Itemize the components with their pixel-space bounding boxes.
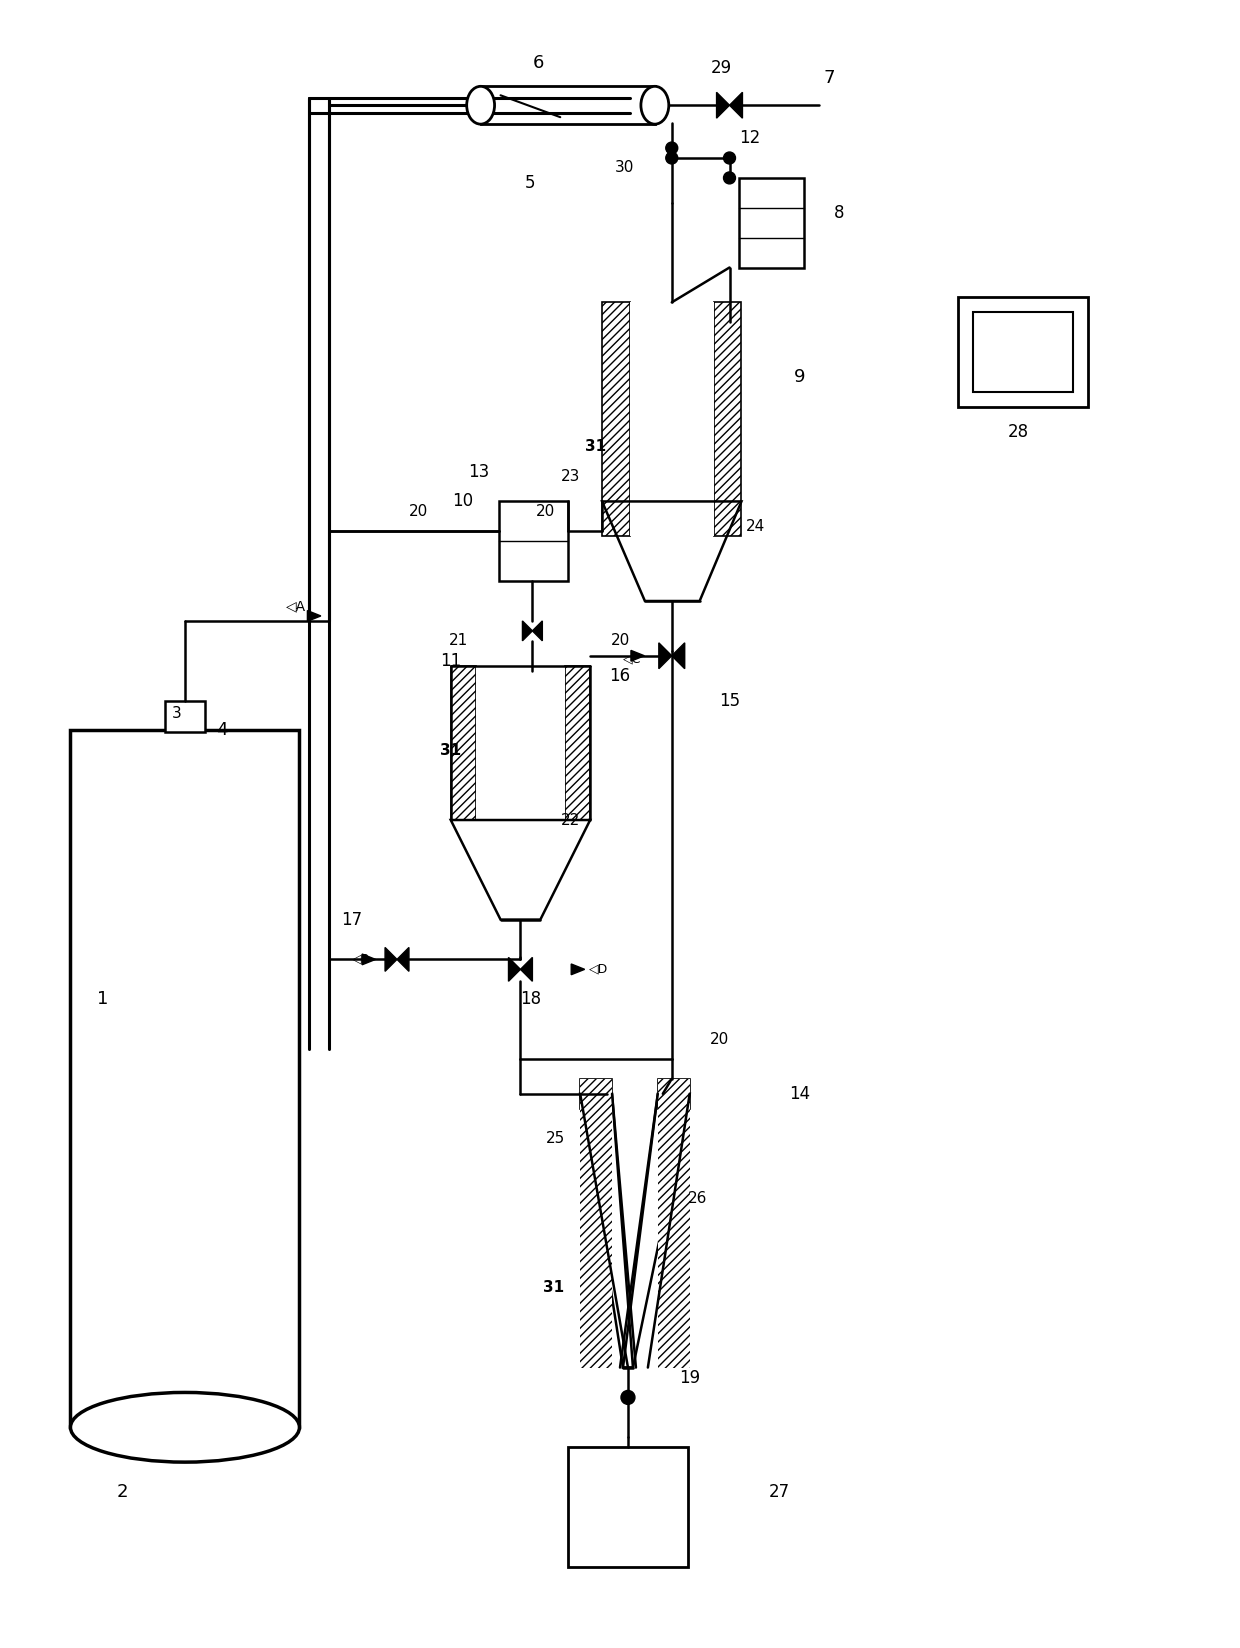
Bar bbox=[71, 730, 299, 1427]
Text: 26: 26 bbox=[688, 1192, 707, 1206]
Text: 6: 6 bbox=[533, 54, 544, 73]
Polygon shape bbox=[672, 643, 684, 669]
Polygon shape bbox=[658, 643, 672, 669]
Text: 20: 20 bbox=[409, 504, 429, 519]
Text: 16: 16 bbox=[609, 667, 631, 684]
Polygon shape bbox=[532, 621, 542, 641]
Bar bbox=[165, 700, 205, 732]
Text: 29: 29 bbox=[711, 59, 732, 77]
Polygon shape bbox=[631, 651, 645, 661]
Text: 8: 8 bbox=[833, 204, 844, 222]
Circle shape bbox=[723, 171, 735, 185]
Polygon shape bbox=[308, 610, 321, 621]
Text: 20: 20 bbox=[711, 1032, 729, 1046]
Text: 7: 7 bbox=[823, 69, 835, 87]
Text: ◁B: ◁B bbox=[352, 953, 371, 966]
Text: 25: 25 bbox=[546, 1131, 565, 1145]
Text: ◁A: ◁A bbox=[286, 598, 306, 613]
Circle shape bbox=[723, 152, 735, 163]
Bar bbox=[603, 302, 630, 536]
Bar bbox=[476, 666, 565, 821]
Text: 20: 20 bbox=[536, 504, 556, 519]
Polygon shape bbox=[508, 957, 521, 981]
Text: 23: 23 bbox=[560, 470, 580, 485]
Circle shape bbox=[666, 142, 678, 153]
Text: 9: 9 bbox=[794, 368, 805, 386]
Polygon shape bbox=[386, 948, 397, 971]
Text: 5: 5 bbox=[526, 175, 536, 191]
Bar bbox=[959, 297, 1087, 407]
Bar bbox=[580, 1079, 613, 1109]
Text: 14: 14 bbox=[789, 1084, 810, 1103]
Text: 19: 19 bbox=[680, 1368, 701, 1386]
Text: 24: 24 bbox=[745, 519, 765, 534]
Text: ◁C: ◁C bbox=[622, 653, 641, 666]
Text: 4: 4 bbox=[216, 722, 228, 740]
Text: 27: 27 bbox=[769, 1483, 790, 1501]
Bar bbox=[580, 1079, 613, 1368]
Polygon shape bbox=[717, 92, 729, 119]
Text: 15: 15 bbox=[719, 692, 740, 710]
Text: 1: 1 bbox=[97, 990, 108, 1009]
Ellipse shape bbox=[71, 1393, 299, 1462]
Bar bbox=[739, 178, 805, 267]
Text: 12: 12 bbox=[739, 129, 760, 147]
Bar bbox=[630, 302, 713, 536]
Bar bbox=[498, 501, 568, 582]
Bar bbox=[481, 86, 655, 124]
Text: ◁D: ◁D bbox=[589, 962, 608, 976]
Text: 28: 28 bbox=[1008, 424, 1029, 440]
Text: 13: 13 bbox=[467, 463, 490, 481]
Bar bbox=[565, 666, 590, 821]
Text: 18: 18 bbox=[520, 990, 541, 1009]
Bar bbox=[973, 313, 1073, 392]
Bar bbox=[658, 1079, 689, 1368]
Text: 21: 21 bbox=[449, 633, 469, 648]
Text: 20: 20 bbox=[610, 633, 630, 648]
Text: 2: 2 bbox=[117, 1483, 128, 1501]
Text: 10: 10 bbox=[453, 493, 474, 511]
Polygon shape bbox=[362, 954, 376, 964]
Text: 22: 22 bbox=[560, 812, 580, 827]
Bar bbox=[713, 302, 742, 536]
Text: 11: 11 bbox=[440, 651, 461, 669]
Bar bbox=[451, 666, 476, 821]
Polygon shape bbox=[729, 92, 743, 119]
Bar bbox=[568, 1447, 688, 1567]
Text: 3: 3 bbox=[172, 705, 182, 720]
Text: 30: 30 bbox=[615, 160, 635, 175]
Polygon shape bbox=[522, 621, 532, 641]
Circle shape bbox=[621, 1391, 635, 1404]
Circle shape bbox=[666, 152, 678, 163]
Text: 31: 31 bbox=[440, 743, 461, 758]
Text: 31: 31 bbox=[584, 440, 605, 455]
Text: 17: 17 bbox=[341, 911, 362, 928]
Ellipse shape bbox=[641, 86, 668, 124]
Polygon shape bbox=[572, 964, 584, 974]
Polygon shape bbox=[521, 957, 532, 981]
Polygon shape bbox=[397, 948, 409, 971]
Bar bbox=[658, 1079, 689, 1109]
Ellipse shape bbox=[466, 86, 495, 124]
Text: 31: 31 bbox=[543, 1280, 564, 1295]
